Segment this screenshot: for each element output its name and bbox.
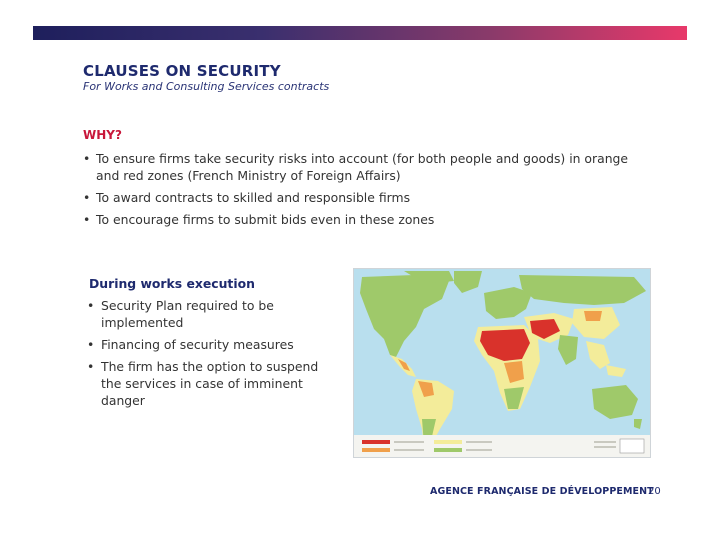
russia: [519, 275, 646, 305]
colombia-orange-zone: [418, 381, 434, 397]
why-bullet: To encourage firms to submit bids even i…: [83, 211, 643, 228]
page-subtitle: For Works and Consulting Services contra…: [83, 80, 330, 93]
europe: [484, 287, 532, 319]
legend-text-line: [466, 449, 492, 451]
footer-brand: AGENCE FRANÇAISE DE DÉVELOPPEMENT: [430, 486, 654, 497]
works-bullet: The firm has the option to suspend the s…: [87, 358, 327, 409]
south-america: [412, 379, 454, 447]
india: [558, 335, 578, 365]
legend-orange-swatch: [362, 448, 390, 452]
legend-text-line: [594, 441, 616, 443]
australia: [592, 385, 638, 419]
north-america: [360, 275, 449, 357]
legend-text-line: [594, 446, 616, 448]
southeast-asia: [586, 341, 610, 369]
world-map-icon: [354, 269, 650, 457]
central-africa-orange-zone: [504, 361, 524, 383]
why-bullet: To award contracts to skilled and respon…: [83, 189, 643, 206]
mexico-orange-zone: [398, 359, 410, 371]
legend-text-line: [394, 441, 424, 443]
page-title: CLAUSES ON SECURITY: [83, 62, 281, 80]
indonesia: [606, 365, 626, 377]
legend-green-swatch: [434, 448, 462, 452]
map-legend-panel: [354, 435, 650, 457]
southern-africa: [504, 387, 524, 409]
legend-red-swatch: [362, 440, 390, 444]
works-bullet: Financing of security measures: [87, 336, 327, 353]
top-gradient-bar: [33, 26, 687, 40]
map-logo-icon: [619, 438, 645, 454]
legend-yellow-swatch: [434, 440, 462, 444]
why-heading: WHY?: [83, 128, 122, 142]
china-orange-zone: [584, 311, 602, 321]
legend-text-line: [466, 441, 492, 443]
why-bullet: To ensure firms take security risks into…: [83, 150, 643, 184]
greenland: [454, 271, 482, 293]
new-zealand: [634, 419, 642, 429]
legend-text-line: [394, 449, 424, 451]
works-heading: During works execution: [89, 276, 255, 291]
arctic-north-america: [404, 271, 454, 283]
page-number: 20: [648, 486, 661, 497]
world-security-map: [353, 268, 651, 458]
works-bullet-list: Security Plan required to be implemented…: [87, 297, 327, 414]
works-bullet: Security Plan required to be implemented: [87, 297, 327, 331]
middle-east-red-zone: [530, 319, 560, 339]
sahel-red-zone: [480, 329, 530, 361]
china: [572, 307, 620, 339]
why-bullet-list: To ensure firms take security risks into…: [83, 150, 643, 233]
